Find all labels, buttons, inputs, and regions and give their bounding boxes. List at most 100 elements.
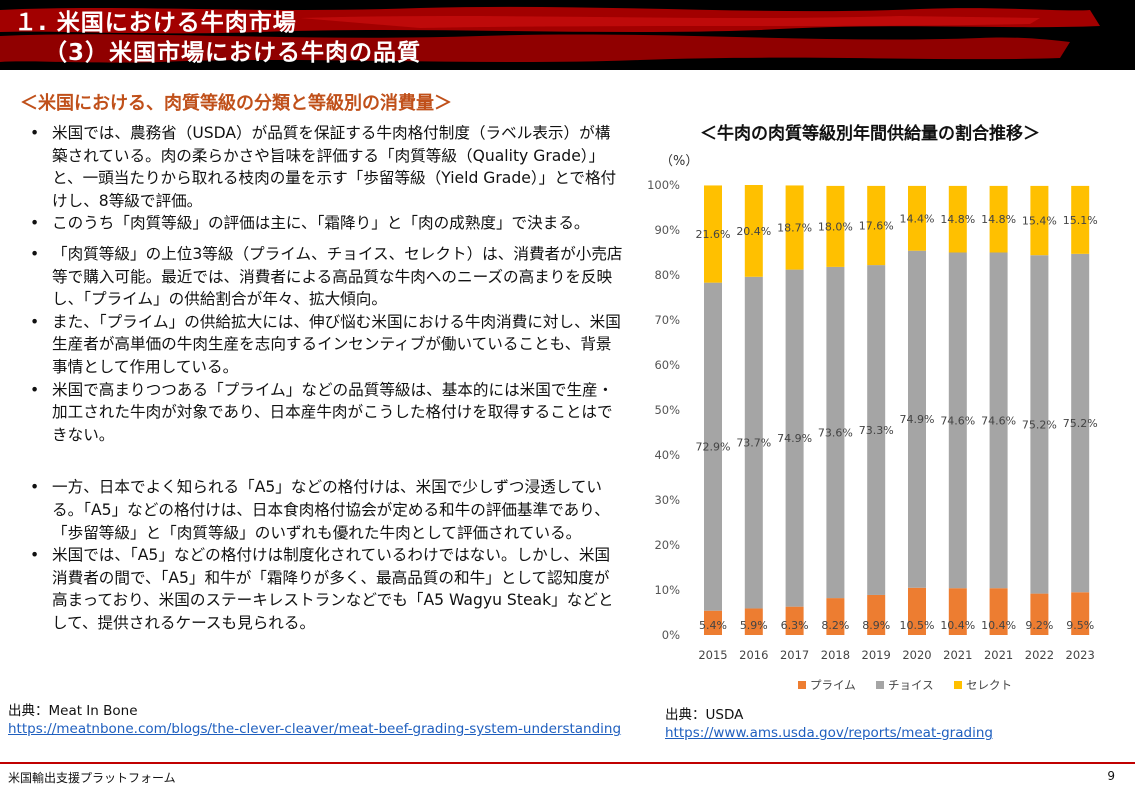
- x-tick-label: 2016: [739, 648, 768, 662]
- data-label-prime: 6.3%: [781, 619, 809, 632]
- list-item: • 米国では、農務省（USDA）が品質を保証する牛肉格付制度（ラベル表示）が構築…: [24, 122, 624, 212]
- section-heading: ＜米国における、肉質等級の分類と等級別の消費量＞: [20, 93, 452, 114]
- data-label-select: 15.4%: [1022, 215, 1057, 228]
- bar-segment-prime: [867, 594, 886, 635]
- data-label-choice: 74.6%: [981, 414, 1016, 427]
- data-label-choice: 73.6%: [818, 427, 853, 440]
- bullet-dot: •: [30, 380, 40, 399]
- source-link[interactable]: https://www.ams.usda.gov/reports/meat-gr…: [665, 725, 993, 741]
- bar-segment-prime: [908, 587, 926, 635]
- data-label-prime: 5.9%: [740, 619, 768, 632]
- bar-segment-prime: [704, 610, 722, 635]
- x-tick-label: 2015: [698, 648, 727, 662]
- bullet-dot: •: [30, 478, 40, 497]
- slide-header: １. 米国における牛肉市場 （3）米国市場における牛肉の品質: [0, 0, 1135, 70]
- legend-swatch-prime: [798, 681, 806, 689]
- data-label-choice: 73.3%: [859, 424, 894, 437]
- data-label-select: 15.1%: [1063, 214, 1098, 227]
- list-item: • 米国では、「A5」などの格付けは制度化されているわけではない。しかし、米国消…: [24, 544, 624, 634]
- data-label-select: 20.4%: [736, 225, 771, 238]
- data-label-choice: 74.6%: [940, 414, 975, 427]
- footer-divider: [0, 762, 1135, 764]
- bar-segment-select: [867, 185, 886, 266]
- stacked-bar-chart: （%） 0% 10% 20% 30% 40% 50% 60% 70% 80% 90% 100% 5.4%…: [647, 154, 1098, 692]
- data-label-select: 14.8%: [940, 213, 975, 226]
- x-tick-label: 2017: [780, 648, 809, 662]
- bullet-text: 米国では、「A5」などの格付けは制度化されているわけではない。しかし、米国消費者…: [52, 546, 614, 632]
- bullet-list: • 米国では、農務省（USDA）が品質を保証する牛肉格付制度（ラベル表示）が構築…: [24, 122, 624, 634]
- data-label-select: 21.6%: [696, 228, 731, 241]
- bar-segment-select: [785, 185, 804, 270]
- data-label-prime: 10.5%: [900, 619, 935, 632]
- bar-segment-prime: [1071, 592, 1090, 635]
- bullet-text: また、「プライム」の供給拡大には、伸び悩む米国における牛肉消費に対し、米国生産者…: [52, 312, 621, 376]
- y-tick-label: 10%: [654, 583, 680, 597]
- source-link[interactable]: https://meatnbone.com/blogs/the-clever-c…: [8, 721, 622, 737]
- y-tick-label: 40%: [654, 448, 680, 462]
- bullet-dot: •: [30, 124, 40, 142]
- source-label: 出典：USDA: [665, 707, 744, 723]
- page-subtitle: （3）米国市場における牛肉の品質: [44, 40, 422, 66]
- y-tick-label: 100%: [647, 178, 680, 192]
- data-label-prime: 10.4%: [981, 619, 1016, 632]
- data-label-choice: 74.9%: [900, 413, 935, 426]
- data-label-prime: 8.2%: [821, 619, 849, 632]
- data-label-prime: 9.5%: [1066, 619, 1094, 632]
- bar-segment-select: [826, 185, 845, 267]
- list-item: • また、「プライム」の供給拡大には、伸び悩む米国における牛肉消費に対し、米国生…: [24, 311, 624, 379]
- legend-label-select: セレクト: [966, 678, 1012, 692]
- bar-segment-choice: [1071, 253, 1090, 593]
- y-axis-unit-label: （%）: [660, 154, 698, 169]
- y-tick-label: 20%: [654, 538, 680, 552]
- bar-segment-choice: [785, 269, 804, 607]
- y-tick-label: 90%: [654, 223, 680, 237]
- bullet-text: 一方、日本でよく知られる「A5」などの格付けは、米国で少しずつ浸透している。「A…: [52, 478, 610, 542]
- bar-segment-prime: [785, 606, 804, 635]
- data-label-prime: 8.9%: [862, 619, 890, 632]
- bar-segment-select: [948, 185, 967, 253]
- y-tick-label: 80%: [654, 268, 680, 282]
- bar-segment-select: [989, 185, 1008, 253]
- bullet-text: このうち「肉質等級」の評価は主に、「霜降り」と「肉の成熟度」で決まる。: [52, 214, 590, 233]
- y-tick-label: 50%: [654, 403, 680, 417]
- chart-title: ＜牛肉の肉質等級別年間供給量の割合推移＞: [700, 124, 1040, 144]
- bullet-text: 「肉質等級」の上位3等級（プライム、チョイス、セレクト）は、消費者が小売店等で購…: [52, 244, 623, 309]
- bullet-dot: •: [30, 244, 40, 263]
- bar-segment-select: [744, 185, 763, 277]
- list-item: • 米国で高まりつつある「プライム」などの品質等級は、基本的には米国で生産・加工…: [24, 379, 624, 447]
- bar-segment-choice: [704, 282, 722, 611]
- data-label-prime: 5.4%: [699, 619, 727, 632]
- data-label-prime: 9.2%: [1025, 619, 1053, 632]
- y-tick-label: 0%: [662, 628, 680, 642]
- bullet-dot: •: [30, 312, 40, 331]
- footer-organization: 米国輸出支援プラットフォーム: [8, 771, 176, 785]
- list-item: • 「肉質等級」の上位3等級（プライム、チョイス、セレクト）は、消費者が小売店等…: [24, 243, 624, 311]
- data-label-choice: 75.2%: [1022, 418, 1057, 431]
- bar-segment-choice: [867, 265, 886, 595]
- data-label-select: 18.7%: [777, 222, 812, 235]
- bullet-text: 米国では、農務省（USDA）が品質を保証する牛肉格付制度（ラベル表示）が構築され…: [52, 124, 617, 210]
- bar-segment-prime: [948, 588, 967, 635]
- bar-segment-prime: [744, 608, 763, 635]
- bullet-dot: •: [30, 214, 40, 233]
- x-tick-label: 2023: [1066, 648, 1095, 662]
- page-number: 9: [1107, 769, 1115, 783]
- y-tick-label: 70%: [654, 313, 680, 327]
- x-tick-label: 2021: [984, 648, 1013, 662]
- bar-segment-select: [908, 185, 926, 251]
- list-item: • このうち「肉質等級」の評価は主に、「霜降り」と「肉の成熟度」で決まる。: [24, 212, 624, 235]
- legend-swatch-choice: [876, 681, 884, 689]
- x-tick-label: 2022: [1025, 648, 1054, 662]
- bar-segment-choice: [948, 252, 967, 589]
- page-title: １. 米国における牛肉市場: [14, 10, 297, 36]
- bar-segment-select: [704, 185, 722, 283]
- x-tick-label: 2020: [902, 648, 931, 662]
- legend-label-choice: チョイス: [888, 678, 934, 692]
- bar-segment-prime: [826, 598, 845, 635]
- data-label-choice: 73.7%: [736, 437, 771, 450]
- data-label-select: 14.4%: [900, 212, 935, 225]
- bullet-dot: •: [30, 546, 40, 565]
- bar-segment-prime: [989, 588, 1008, 635]
- bar-segment-prime: [1030, 593, 1049, 635]
- source-citation-right: 出典：USDA https://www.ams.usda.gov/reports…: [665, 706, 993, 742]
